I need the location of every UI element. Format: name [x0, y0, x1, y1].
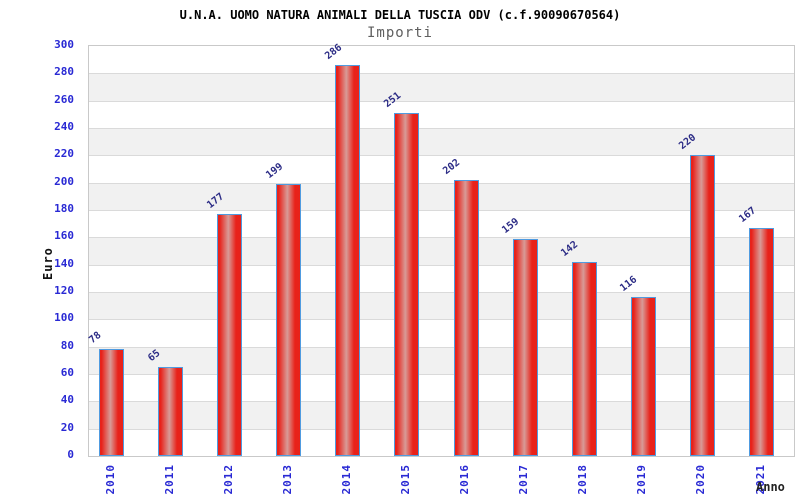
- plot-band: [89, 428, 794, 456]
- y-axis-tick-label: 280: [54, 65, 74, 79]
- bar: [453, 179, 479, 456]
- bar: [99, 349, 124, 456]
- y-axis-tick-label: 100: [54, 311, 74, 325]
- plot-band: [89, 292, 794, 320]
- x-axis-tick-label: 2017: [517, 464, 531, 495]
- x-axis-tick-label: 2015: [398, 464, 412, 495]
- x-axis-tick-label: 2016: [458, 464, 472, 495]
- plot-band: [89, 128, 794, 156]
- plot-band: [89, 100, 794, 128]
- y-axis-tick-label: 0: [67, 448, 74, 461]
- x-axis-tick-label: 2012: [221, 464, 235, 495]
- plot-band: [89, 73, 794, 101]
- x-axis-tick-label: 2019: [635, 464, 649, 495]
- x-axis-tick-label: 2013: [280, 464, 294, 495]
- bar: [630, 297, 656, 456]
- y-axis-tick-label: 80: [60, 338, 74, 352]
- y-axis-tick-label: 60: [60, 366, 74, 379]
- y-axis-tick-label: 180: [54, 202, 74, 215]
- plot-band: [89, 237, 794, 265]
- chart-title: U.N.A. UOMO NATURA ANIMALI DELLA TUSCIA …: [179, 8, 621, 22]
- y-axis-tick-label: 40: [60, 393, 74, 407]
- plot-band: [89, 346, 794, 374]
- y-axis-tick-label: 20: [60, 420, 74, 434]
- bar: [512, 238, 538, 456]
- y-axis-tick-label: 260: [54, 92, 74, 106]
- bar: [689, 155, 715, 456]
- y-axis-tick-label: 140: [54, 256, 74, 270]
- x-axis-tick-label: 2010: [103, 464, 117, 495]
- x-axis-tick-label: 2020: [694, 464, 708, 495]
- x-axis-tick-label: 2018: [576, 464, 590, 495]
- plot-band: [89, 182, 794, 210]
- plot-band: [89, 374, 794, 402]
- y-axis-tick-label: 300: [54, 38, 74, 51]
- plot-band: [89, 155, 794, 183]
- bar: [571, 261, 597, 456]
- y-axis-tick-label: 160: [54, 229, 74, 243]
- bar: [276, 184, 302, 456]
- plot-band: [89, 401, 794, 429]
- bar: [217, 214, 243, 456]
- plot-area: 78 65 177 199 286 251 202 159 142 116 220 167: [87, 42, 795, 457]
- plot-band: [89, 210, 794, 238]
- y-axis-tick-label: 200: [54, 174, 74, 188]
- plot-band: [89, 319, 794, 347]
- bar: [158, 367, 184, 456]
- bar: [394, 112, 420, 456]
- y-axis-tick-label: 220: [54, 147, 74, 161]
- x-axis-title: Anno: [756, 480, 785, 494]
- bar: [749, 227, 774, 456]
- chart-subtitle: Importi: [366, 25, 433, 41]
- y-axis-tick-label: 120: [54, 284, 74, 297]
- x-axis-tick-label: 2011: [162, 464, 176, 495]
- bar: [335, 65, 361, 456]
- plot-band: [89, 264, 794, 292]
- y-axis-tick-label: 240: [54, 120, 74, 133]
- x-axis-tick-label: 2014: [339, 464, 353, 495]
- plot-band: [89, 46, 794, 74]
